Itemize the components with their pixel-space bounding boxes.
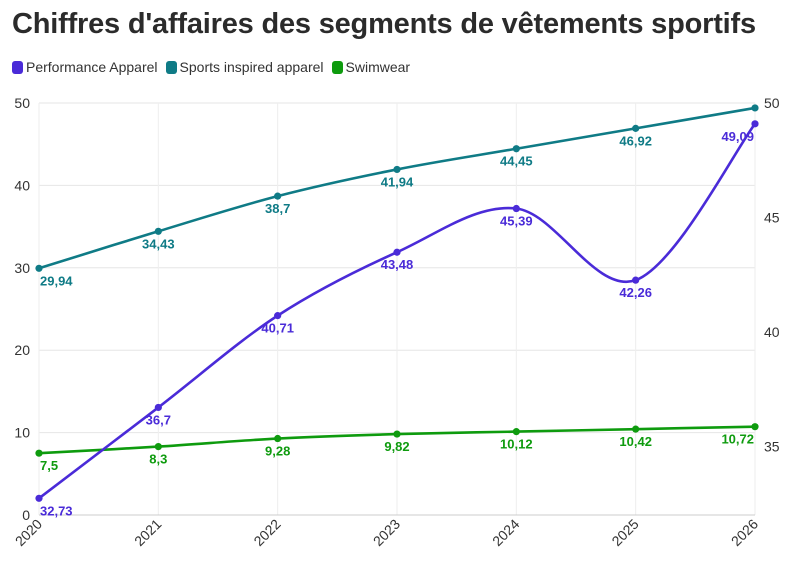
y-left-tick-label: 20 (14, 342, 30, 358)
data-label: 29,94 (40, 273, 73, 288)
data-label: 46,92 (619, 133, 652, 148)
data-label: 9,28 (265, 444, 290, 459)
x-tick-label: 2021 (131, 516, 164, 549)
data-label: 40,71 (261, 321, 294, 336)
chart-title: Chiffres d'affaires des segments de vête… (12, 8, 756, 40)
data-point (35, 449, 43, 457)
data-label: 10,72 (721, 432, 754, 447)
data-label: 42,26 (619, 285, 652, 300)
data-point (632, 124, 640, 132)
data-label: 43,48 (381, 257, 414, 272)
legend-swatch (331, 60, 343, 74)
y-left-tick-label: 50 (14, 95, 30, 111)
data-point (35, 494, 43, 502)
legend: Performance Apparel Sports inspired appa… (12, 59, 418, 75)
y-left-tick-label: 0 (22, 507, 30, 523)
data-point (751, 120, 759, 128)
data-point (393, 430, 401, 438)
x-tick-label: 2020 (12, 516, 45, 549)
legend-label: Performance Apparel (26, 59, 158, 75)
y-right-tick-label: 35 (764, 438, 780, 454)
y-right-tick-label: 45 (764, 209, 780, 225)
data-point (751, 423, 759, 431)
legend-swatch (165, 60, 177, 74)
data-point (154, 403, 162, 412)
data-point (35, 264, 43, 272)
data-label: 34,43 (142, 236, 175, 251)
data-point (512, 428, 520, 436)
y-right-tick-label: 40 (764, 324, 780, 340)
data-point (632, 276, 640, 284)
data-label: 44,45 (500, 154, 533, 169)
data-label: 8,3 (149, 452, 167, 467)
data-point (274, 192, 282, 200)
legend-swatch (12, 60, 23, 74)
x-tick-label: 2025 (608, 516, 641, 549)
legend-label: Swimwear (345, 59, 411, 75)
data-label: 49,09 (721, 129, 754, 144)
data-point (751, 104, 759, 112)
data-point (274, 312, 282, 320)
data-label: 7,5 (40, 458, 58, 473)
data-point (274, 434, 282, 443)
x-tick-label: 2026 (728, 516, 761, 549)
y-left-tick-label: 30 (14, 260, 30, 276)
data-label: 10,42 (619, 434, 652, 449)
data-point (393, 248, 401, 256)
legend-item-performance-apparel[interactable]: Performance Apparel (12, 59, 158, 75)
data-point (154, 227, 162, 235)
data-point (512, 145, 520, 153)
data-label: 41,94 (381, 174, 414, 189)
legend-label: Sports inspired apparel (179, 59, 324, 75)
data-label: 45,39 (500, 214, 533, 229)
data-point (512, 204, 520, 213)
x-tick-label: 2022 (250, 516, 283, 549)
data-point (632, 425, 640, 433)
data-label: 38,7 (265, 201, 290, 216)
data-point (154, 443, 162, 451)
data-label: 9,82 (384, 439, 409, 454)
data-label: 36,7 (146, 412, 171, 427)
legend-item-sports-inspired-apparel[interactable]: Sports inspired apparel (165, 59, 324, 75)
legend-item-swimwear[interactable]: Swimwear (331, 59, 411, 75)
y-left-tick-label: 10 (14, 425, 30, 441)
y-left-tick-label: 40 (14, 177, 30, 193)
data-point (393, 165, 401, 174)
x-tick-label: 2024 (489, 516, 522, 549)
data-label: 32,73 (40, 503, 73, 518)
y-right-tick-label: 50 (764, 95, 780, 111)
data-label: 10,12 (500, 437, 533, 452)
x-tick-label: 2023 (370, 516, 403, 549)
